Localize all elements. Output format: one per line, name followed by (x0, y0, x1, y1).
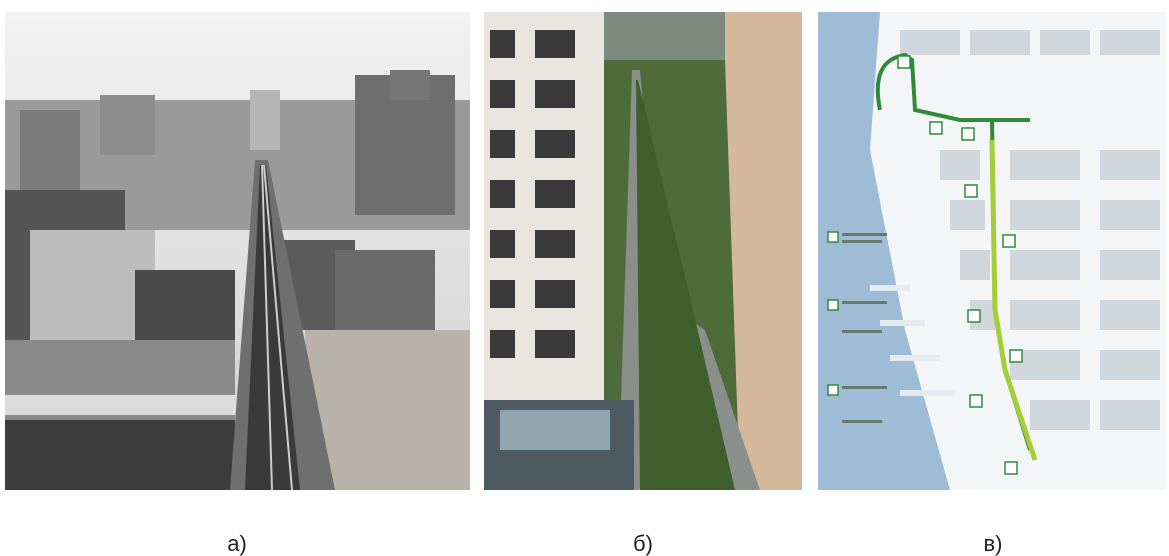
photo-historic (5, 12, 470, 490)
photo-park (484, 12, 802, 490)
map (818, 12, 1166, 490)
panel-label: б) (633, 531, 653, 556)
panel-label: в) (983, 531, 1002, 556)
panel-label: а) (227, 531, 247, 556)
figure: а) б) в) (0, 0, 1169, 556)
